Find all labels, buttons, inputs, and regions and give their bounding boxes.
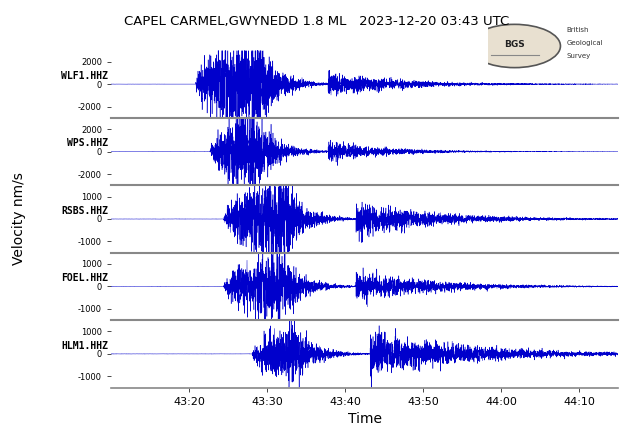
Text: HLM1.HHZ: HLM1.HHZ <box>61 341 108 351</box>
Text: British: British <box>567 27 589 33</box>
Text: WLF1.HHZ: WLF1.HHZ <box>61 71 108 81</box>
Text: Geological: Geological <box>567 40 603 46</box>
Text: CAPEL CARMEL,GWYNEDD 1.8 ML   2023-12-20 03:43 UTC: CAPEL CARMEL,GWYNEDD 1.8 ML 2023-12-20 0… <box>124 15 510 28</box>
Circle shape <box>469 25 560 67</box>
Text: Velocity nm/s: Velocity nm/s <box>12 173 26 265</box>
Text: RSBS.HHZ: RSBS.HHZ <box>61 206 108 216</box>
Text: Survey: Survey <box>567 53 591 59</box>
Text: FOEL.HHZ: FOEL.HHZ <box>61 273 108 283</box>
Text: WPS.HHZ: WPS.HHZ <box>67 138 108 148</box>
X-axis label: Time: Time <box>347 412 382 426</box>
Text: BGS: BGS <box>504 40 525 49</box>
